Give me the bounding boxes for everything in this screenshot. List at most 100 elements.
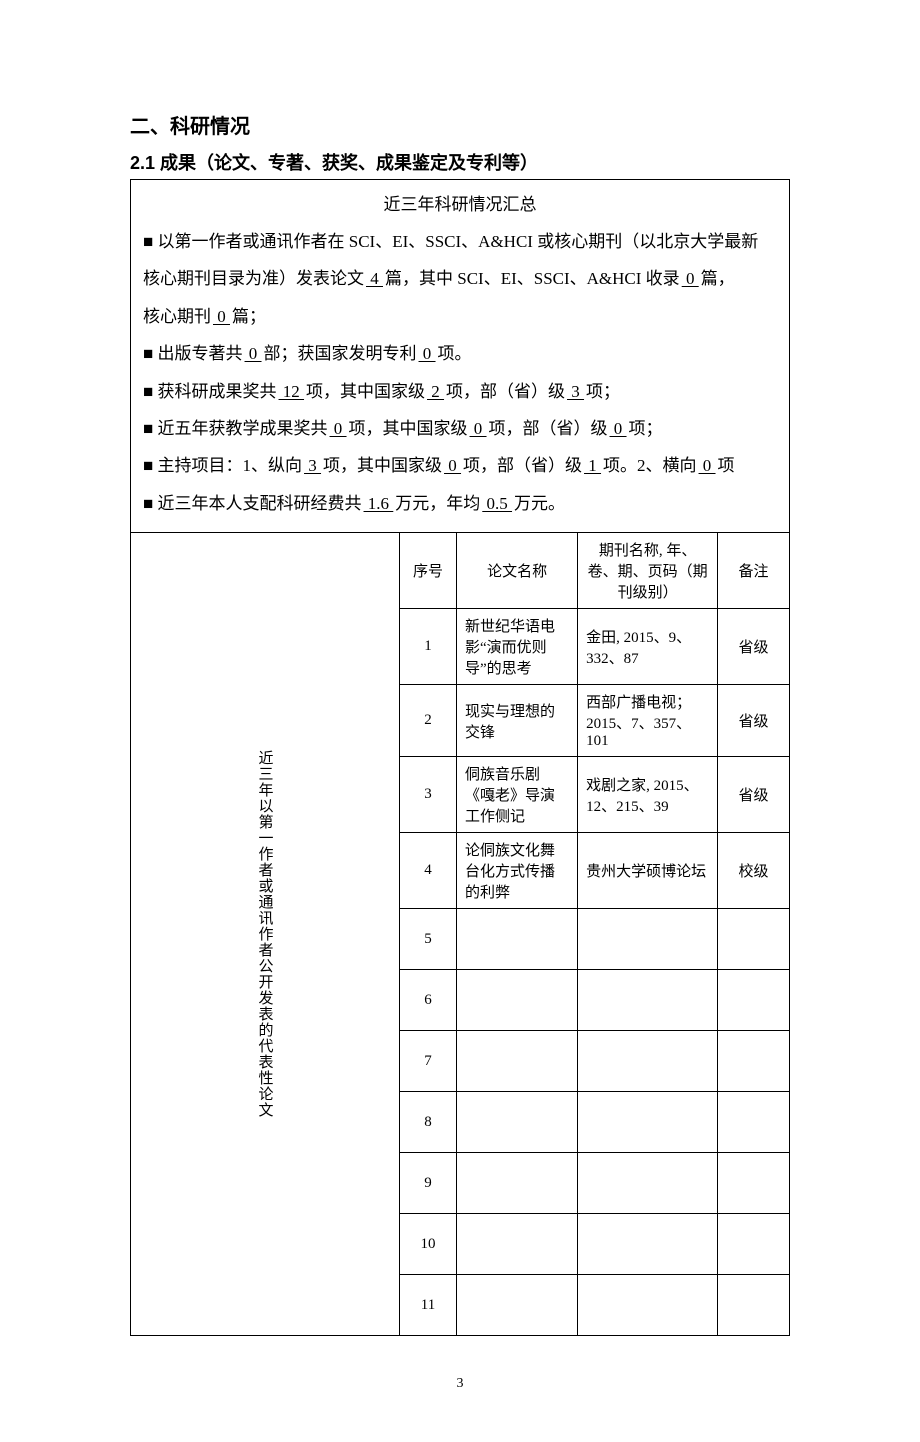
cell-idx: 10 xyxy=(400,1214,457,1275)
cell-journal: 戏剧之家, 2015、12、215、39 xyxy=(578,757,718,833)
cell-remark xyxy=(718,970,790,1031)
text-fragment: 篇， xyxy=(701,269,735,288)
col-header-journal: 期刊名称, 年、卷、期、页码（期刊级别） xyxy=(578,533,718,609)
cell-title xyxy=(457,1275,578,1336)
cell-journal xyxy=(578,1275,718,1336)
value-proj-horizontal: 0 xyxy=(697,456,718,475)
cell-title: 论侗族文化舞台化方式传播的利弊 xyxy=(457,833,578,909)
cell-title: 侗族音乐剧《嘎老》导演工作侧记 xyxy=(457,757,578,833)
cell-idx: 9 xyxy=(400,1153,457,1214)
value-fund-avg: 0.5 xyxy=(480,494,514,513)
bullet-line-4: ■ 近五年获教学成果奖共 0 项，其中国家级 0 项，部（省）级 0 项； xyxy=(143,410,777,447)
value-sci-count: 0 xyxy=(680,269,701,288)
summary-body: ■ 以第一作者或通讯作者在 SCI、EI、SSCI、A&HCI 或核心期刊（以北… xyxy=(131,223,789,532)
cell-remark xyxy=(718,909,790,970)
cell-remark xyxy=(718,1031,790,1092)
value-award-total: 12 xyxy=(277,382,307,401)
text-fragment: 项； xyxy=(586,382,620,401)
section-heading: 二、科研情况 xyxy=(130,110,790,139)
value-award-provincial: 3 xyxy=(565,382,586,401)
cell-journal xyxy=(578,1153,718,1214)
summary-box: 近三年科研情况汇总 ■ 以第一作者或通讯作者在 SCI、EI、SSCI、A&HC… xyxy=(130,179,790,532)
value-award-national: 2 xyxy=(425,382,446,401)
cell-journal: 西部广播电视；2015、7、357、101 xyxy=(578,685,718,757)
text-fragment: 项。2、横向 xyxy=(603,456,697,475)
bullet-line-1a: ■ 以第一作者或通讯作者在 SCI、EI、SSCI、A&HCI 或核心期刊（以北… xyxy=(143,223,777,260)
text-fragment: ■ 近五年获教学成果奖共 xyxy=(143,419,328,438)
cell-remark xyxy=(718,1214,790,1275)
cell-journal xyxy=(578,970,718,1031)
cell-idx: 8 xyxy=(400,1092,457,1153)
value-proj-vertical: 3 xyxy=(302,456,323,475)
bullet-line-1c: 核心期刊 0 篇； xyxy=(143,298,777,335)
cell-remark: 省级 xyxy=(718,685,790,757)
text-fragment: 万元，年均 xyxy=(395,494,480,513)
text-fragment: 项，部（省）级 xyxy=(446,382,565,401)
bullet-line-6: ■ 近三年本人支配科研经费共 1.6 万元，年均 0.5 万元。 xyxy=(143,485,777,522)
cell-idx: 1 xyxy=(400,609,457,685)
text-fragment: ■ 出版专著共 xyxy=(143,344,243,363)
cell-title xyxy=(457,909,578,970)
cell-title xyxy=(457,1153,578,1214)
text-fragment: 项； xyxy=(629,419,663,438)
text-fragment: ■ 获科研成果奖共 xyxy=(143,382,277,401)
summary-title: 近三年科研情况汇总 xyxy=(131,180,789,223)
value-fund-total: 1.6 xyxy=(362,494,396,513)
value-teach-provincial: 0 xyxy=(608,419,629,438)
text-fragment: 项，其中国家级 xyxy=(306,382,425,401)
cell-idx: 4 xyxy=(400,833,457,909)
text-fragment: ■ 主持项目：1、纵向 xyxy=(143,456,302,475)
text-fragment: 项 xyxy=(718,456,735,475)
text-fragment: 项，部（省）级 xyxy=(463,456,582,475)
table-header-row: 近三年以第一作者或通讯作者公开发表的代表性论文 序号 论文名称 期刊名称, 年、… xyxy=(131,533,790,609)
cell-journal xyxy=(578,1031,718,1092)
text-fragment: 核心期刊目录为准）发表论文 xyxy=(143,269,364,288)
value-teach-national: 0 xyxy=(468,419,489,438)
bullet-line-5: ■ 主持项目：1、纵向 3 项，其中国家级 0 项，部（省）级 1 项。2、横向… xyxy=(143,447,777,484)
text-fragment: 项，其中国家级 xyxy=(323,456,442,475)
value-papers-total: 4 xyxy=(364,269,385,288)
text-fragment: 部；获国家发明专利 xyxy=(264,344,417,363)
cell-title xyxy=(457,970,578,1031)
cell-remark: 省级 xyxy=(718,757,790,833)
cell-title xyxy=(457,1214,578,1275)
cell-journal xyxy=(578,1092,718,1153)
cell-idx: 11 xyxy=(400,1275,457,1336)
value-monograph: 0 xyxy=(243,344,264,363)
bullet-line-3: ■ 获科研成果奖共 12 项，其中国家级 2 项，部（省）级 3 项； xyxy=(143,373,777,410)
col-header-idx: 序号 xyxy=(400,533,457,609)
text-fragment: 篇； xyxy=(232,307,266,326)
bullet-line-2: ■ 出版专著共 0 部；获国家发明专利 0 项。 xyxy=(143,335,777,372)
papers-table: 近三年以第一作者或通讯作者公开发表的代表性论文 序号 论文名称 期刊名称, 年、… xyxy=(130,532,790,1336)
cell-idx: 7 xyxy=(400,1031,457,1092)
page-container: 二、科研情况 2.1 成果（论文、专著、获奖、成果鉴定及专利等） 近三年科研情况… xyxy=(0,0,920,1442)
cell-journal xyxy=(578,1214,718,1275)
cell-remark xyxy=(718,1275,790,1336)
value-proj-provincial: 1 xyxy=(582,456,603,475)
text-fragment: ■ 近三年本人支配科研经费共 xyxy=(143,494,362,513)
cell-idx: 2 xyxy=(400,685,457,757)
cell-title: 新世纪华语电影“演而优则导”的思考 xyxy=(457,609,578,685)
value-teach-total: 0 xyxy=(328,419,349,438)
cell-title xyxy=(457,1031,578,1092)
text-fragment: 项。 xyxy=(438,344,472,363)
cell-remark xyxy=(718,1092,790,1153)
subsection-heading: 2.1 成果（论文、专著、获奖、成果鉴定及专利等） xyxy=(130,149,790,175)
value-core-count: 0 xyxy=(211,307,232,326)
text-fragment: 项，其中国家级 xyxy=(349,419,468,438)
text-fragment: 项，部（省）级 xyxy=(489,419,608,438)
page-number: 3 xyxy=(130,1376,790,1392)
cell-idx: 5 xyxy=(400,909,457,970)
text-fragment: 篇，其中 SCI、EI、SSCI、A&HCI 收录 xyxy=(385,269,680,288)
cell-idx: 3 xyxy=(400,757,457,833)
cell-title xyxy=(457,1092,578,1153)
cell-journal: 金田, 2015、9、332、87 xyxy=(578,609,718,685)
col-header-title: 论文名称 xyxy=(457,533,578,609)
cell-idx: 6 xyxy=(400,970,457,1031)
cell-journal xyxy=(578,909,718,970)
cell-title: 现实与理想的交锋 xyxy=(457,685,578,757)
col-header-remark: 备注 xyxy=(718,533,790,609)
cell-journal: 贵州大学硕博论坛 xyxy=(578,833,718,909)
text-fragment: 核心期刊 xyxy=(143,307,211,326)
cell-remark: 省级 xyxy=(718,609,790,685)
